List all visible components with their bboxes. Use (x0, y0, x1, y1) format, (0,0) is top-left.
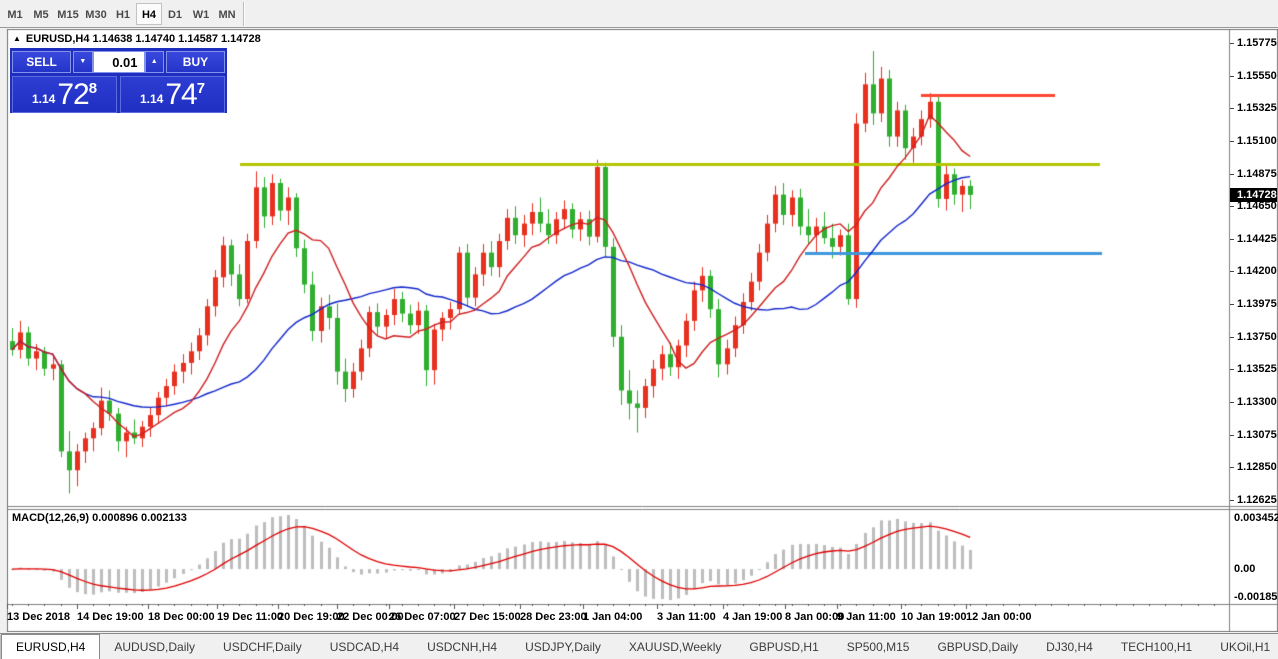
price-tick-mark (1230, 108, 1234, 110)
time-tick-label: 10 Jan 19:00 (901, 611, 967, 623)
buy-price-prefix: 1.14 (139, 92, 164, 106)
time-tick-label: 4 Jan 19:00 (723, 611, 783, 623)
time-tick-label: 22 Dec 00:00 (337, 611, 404, 623)
time-tick-label: 28 Dec 23:00 (520, 611, 587, 623)
volume-increase-button[interactable]: ▲ (144, 51, 164, 73)
macd-tick-label: 0.003452 (1234, 512, 1278, 524)
tab-eurusd-h4[interactable]: EURUSD,H4 (1, 634, 101, 659)
price-tick-mark (1230, 336, 1234, 338)
price-tick-label: 1.13525 (1237, 363, 1277, 376)
tab-usdchf-daily[interactable]: USDCHF,Daily (223, 640, 302, 654)
time-tick-label: 13 Dec 2018 (7, 611, 70, 623)
price-tick-mark (1230, 499, 1234, 501)
price-tick-mark (1230, 206, 1234, 208)
time-tick-label: 26 Dec 07:00 (389, 611, 456, 623)
price-tick-label: 1.15550 (1237, 69, 1277, 82)
time-tick-label: 20 Dec 19:00 (278, 611, 345, 623)
tab-tech100-h1[interactable]: TECH100,H1 (1120, 640, 1193, 654)
tab-usdcnh-h4[interactable]: USDCNH,H4 (427, 640, 498, 654)
time-tick-label: 3 Jan 11:00 (657, 611, 716, 623)
time-tick-label: 18 Dec 00:00 (148, 611, 215, 623)
tab-audusd-daily[interactable]: AUDUSD,Daily (114, 640, 196, 654)
price-tick-label: 1.14425 (1237, 232, 1277, 245)
time-tick-label: 19 Dec 11:00 (217, 611, 284, 623)
tab-gbpusd-daily[interactable]: GBPUSD,Daily (937, 640, 1019, 654)
timeframe-m30-button[interactable]: M30 (85, 9, 107, 21)
price-chart-canvas[interactable] (0, 29, 1278, 632)
time-tick-label: 14 Dec 19:00 (77, 611, 144, 623)
sell-button[interactable]: SELL (12, 51, 72, 73)
tab-usdjpy-daily[interactable]: USDJPY,Daily (525, 640, 601, 654)
tab-dj30-h4[interactable]: DJ30,H4 (1046, 640, 1093, 654)
chart-symbol-ohlc: ▲ EURUSD,H4 1.14638 1.14740 1.14587 1.147… (13, 33, 261, 45)
price-tick-mark (1230, 467, 1234, 469)
tab-sp500-m15[interactable]: SP500,M15 (846, 640, 910, 654)
sell-price-prefix: 1.14 (31, 92, 56, 106)
price-tick-mark (1230, 434, 1234, 436)
price-tick-mark (1230, 238, 1234, 240)
macd-indicator-label: MACD(12,26,9) 0.000896 0.002133 (12, 512, 187, 524)
price-tick-label: 1.13075 (1237, 428, 1277, 441)
tab-usdcad-h4[interactable]: USDCAD,H4 (329, 640, 400, 654)
price-tick-label: 1.15775 (1237, 37, 1277, 49)
volume-input[interactable] (92, 51, 145, 73)
buy-price-display[interactable]: 1.14 74 7 (120, 76, 225, 113)
timeframe-h4-button[interactable]: H4 (136, 3, 162, 25)
price-tick-mark (1230, 173, 1234, 175)
current-price-tag: 1.14728 (1230, 187, 1277, 202)
price-tick-label: 1.14875 (1237, 167, 1277, 180)
tab-gbpusd-h1[interactable]: GBPUSD,H1 (749, 640, 819, 654)
tabbar-grip[interactable] (0, 635, 1, 659)
volume-decrease-button[interactable]: ▼ (73, 51, 93, 73)
price-tick-mark (1230, 271, 1234, 273)
price-tick-label: 1.14650 (1237, 200, 1277, 213)
time-tick-label: 27 Dec 15:00 (454, 611, 521, 623)
timeframe-d1-button[interactable]: D1 (167, 9, 183, 21)
ohlc-text: EURUSD,H4 1.14638 1.14740 1.14587 1.1472… (25, 33, 261, 45)
timeframe-mn-button[interactable]: MN (218, 9, 236, 21)
toolbar-separator (243, 2, 245, 26)
time-tick-label: 9 Jan 11:00 (837, 611, 896, 623)
time-tick-label: 12 Jan 00:00 (966, 611, 1032, 623)
tab-xauusd-weekly[interactable]: XAUUSD,Weekly (628, 640, 722, 654)
sell-price-sup: 8 (88, 80, 98, 97)
timeframe-m15-button[interactable]: M15 (57, 9, 79, 21)
price-tick-mark (1230, 304, 1234, 306)
timeframe-toolbar: M1 M5 M15 M30 H1 H4 D1 W1 MN (0, 0, 1278, 28)
macd-tick-label: 0.00 (1234, 563, 1256, 576)
price-tick-label: 1.15100 (1237, 134, 1277, 147)
price-tick-label: 1.13750 (1237, 330, 1277, 343)
timeframe-w1-button[interactable]: W1 (192, 9, 210, 21)
buy-button[interactable]: BUY (165, 51, 225, 73)
timeframe-m5-button[interactable]: M5 (33, 9, 49, 21)
buy-price-big: 74 (165, 78, 197, 111)
chart-tabs-bar: EURUSD,H4 AUDUSD,Daily USDCHF,Daily USDC… (0, 633, 1278, 659)
price-tick-mark (1230, 369, 1234, 371)
price-tick-label: 1.13975 (1237, 298, 1277, 311)
sell-price-big: 72 (57, 78, 89, 111)
tab-ukoil-h1[interactable]: UKOil,H1 (1220, 640, 1271, 654)
buy-price-sup: 7 (196, 80, 206, 97)
price-tick-label: 1.13300 (1237, 396, 1277, 409)
price-tick-label: 1.12625 (1237, 493, 1277, 506)
timeframe-m1-button[interactable]: M1 (7, 9, 23, 21)
price-tick-mark (1230, 402, 1234, 404)
price-tick-mark (1230, 75, 1234, 77)
price-tick-label: 1.12850 (1237, 461, 1277, 474)
time-tick-label: 8 Jan 00:00 (785, 611, 845, 623)
timeframe-h1-button[interactable]: H1 (115, 9, 131, 21)
price-tick-label: 1.15325 (1237, 102, 1277, 115)
sell-price-display[interactable]: 1.14 72 8 (12, 76, 117, 113)
collapse-triangle-icon[interactable]: ▲ (13, 34, 21, 43)
price-tick-mark (1230, 43, 1234, 44)
price-tick-mark (1230, 140, 1234, 142)
time-tick-label: 1 Jan 04:00 (583, 611, 643, 623)
price-tick-label: 1.14200 (1237, 265, 1277, 278)
